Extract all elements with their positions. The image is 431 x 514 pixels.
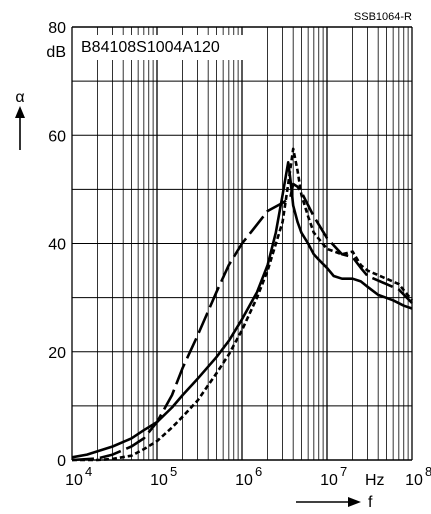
part-number-label: B84108S1004A120 <box>81 39 220 56</box>
x-tick-exponent: 7 <box>340 464 347 479</box>
x-tick-exponent: 8 <box>425 464 431 479</box>
part-number-box <box>76 35 252 60</box>
series-line-solid <box>71 161 413 459</box>
series-group <box>71 147 414 462</box>
x-tick-exponent: 4 <box>85 464 92 479</box>
x-tick-exponent: 5 <box>170 464 177 479</box>
x-tick-label: 10 <box>320 472 338 489</box>
y-tick-labels: 0 20 40 60 80 <box>48 20 66 470</box>
y-tick-label: 40 <box>48 237 66 254</box>
figure-id: SSB1064-R <box>354 11 412 23</box>
series-line-short-dashed <box>72 147 414 462</box>
y-axis-label: α <box>15 89 24 106</box>
y-tick-label: 80 <box>48 20 66 37</box>
x-tick-exponent: 6 <box>255 464 262 479</box>
axis-arrows <box>15 106 361 507</box>
grid <box>71 26 413 461</box>
x-arrow-head <box>348 497 361 507</box>
x-tick-label: 10 <box>150 472 168 489</box>
y-tick-label: 20 <box>48 345 66 362</box>
y-arrow-head <box>15 106 25 118</box>
y-tick-label: 60 <box>48 128 66 145</box>
series-line-dashed <box>71 182 413 462</box>
y-tick-label: 0 <box>57 453 66 470</box>
x-axis-label: f <box>368 494 373 511</box>
x-unit-label: Hz <box>365 472 385 489</box>
x-tick-label: 10 <box>65 472 83 489</box>
x-tick-label: 10 <box>235 472 253 489</box>
y-unit-label: dB <box>46 44 66 61</box>
x-tick-label: 10 <box>405 472 423 489</box>
